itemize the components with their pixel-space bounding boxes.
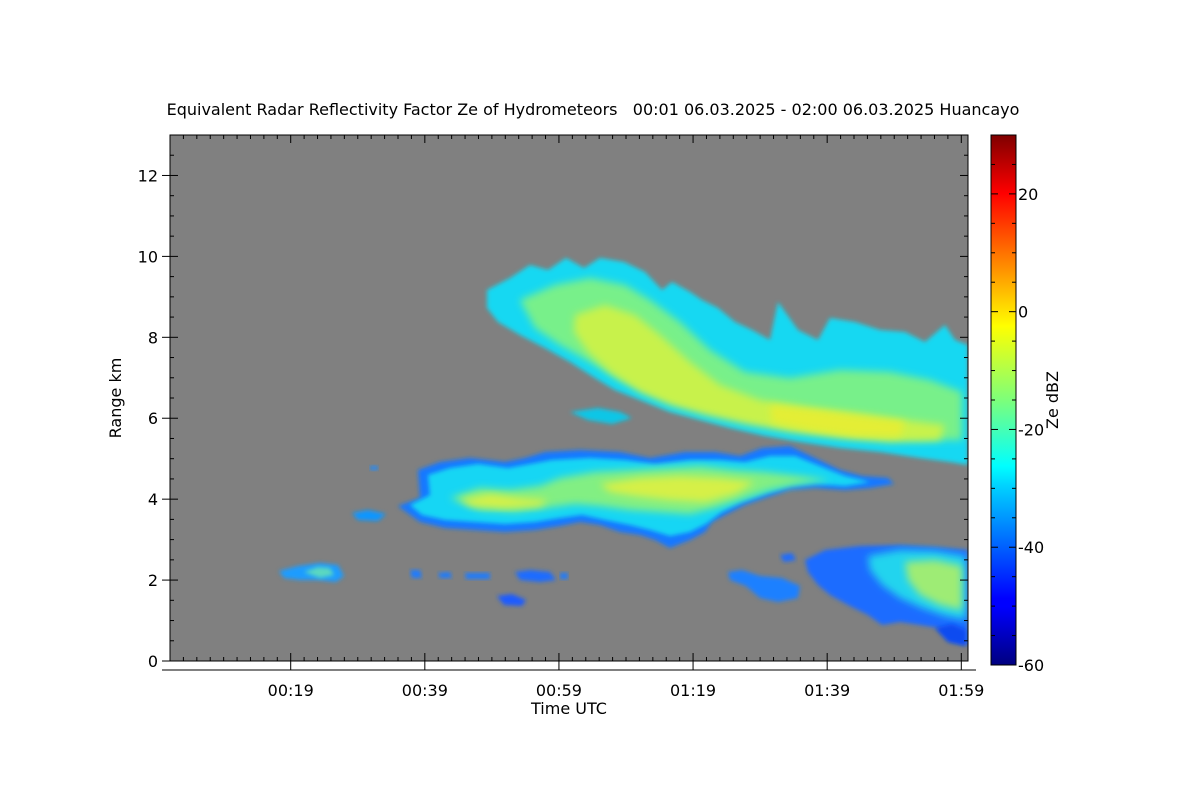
colorbar-tick-label: 20 [1018,185,1038,204]
x-tick-label: 01:59 [938,681,984,700]
x-axis-label: Time UTC [530,699,607,718]
colorbar-tick-label: -60 [1018,656,1044,675]
x-tick-label: 00:59 [536,681,582,700]
y-tick-label: 10 [138,247,158,266]
chart-title: Equivalent Radar Reflectivity Factor Ze … [167,100,1020,119]
y-axis: 0 2 4 6 8 10 12 [138,134,968,671]
y-tick-label: 4 [148,490,158,509]
y-tick-label: 12 [138,166,158,185]
colorbar-axis: -60 -40 -20 0 20 [991,134,1044,675]
x-axis: 00:19 00:39 00:59 01:19 01:39 01:59 [162,135,984,700]
y-tick-label: 2 [148,571,158,590]
echo-regions [279,258,968,646]
y-axis-label: Range km [106,358,125,439]
colorbar-tick-label: -40 [1018,538,1044,557]
region-mid-cloud-layer [352,446,894,548]
y-tick-label: 8 [148,328,158,347]
y-tick-label: 0 [148,652,158,671]
region-upper-cloud-layer [487,258,968,465]
scattered-echoes [370,466,568,606]
colorbar-label: Ze dBZ [1043,371,1062,429]
region-low-cloud-cluster [728,545,968,646]
x-tick-label: 01:19 [670,681,716,700]
x-tick-label: 00:19 [268,681,314,700]
x-tick-label: 01:39 [804,681,850,700]
colorbar-tick-label: 0 [1018,303,1028,322]
y-tick-label: 6 [148,409,158,428]
x-tick-label: 00:39 [402,681,448,700]
region-small-echo [279,563,344,582]
colorbar-tick-label: -20 [1018,420,1044,439]
